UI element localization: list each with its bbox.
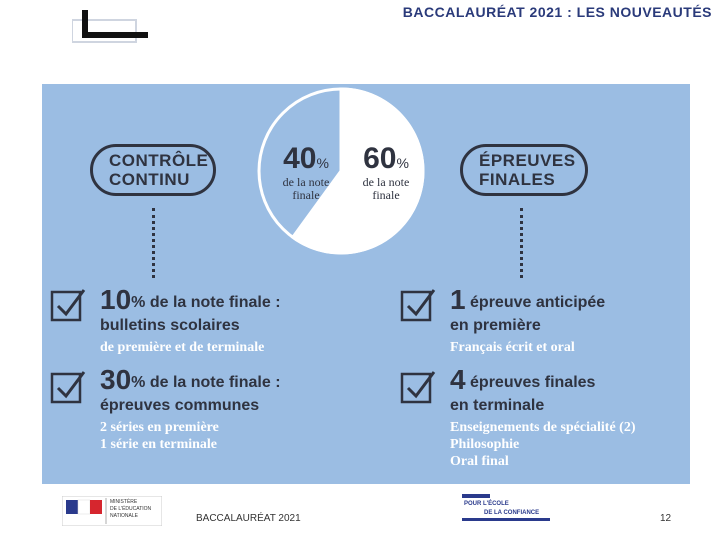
pie-left-desc1: de la note — [282, 175, 330, 189]
item-sub: 1 série en terminale — [100, 437, 218, 452]
left-pill-line1: CONTRÔLE — [109, 151, 209, 170]
item-bold: bulletins scolaires — [100, 317, 240, 334]
item-line1: épreuves finales — [470, 374, 596, 391]
item-sub: de première et de terminale — [100, 340, 265, 355]
item-line1: épreuve anticipée — [470, 294, 606, 311]
item-epreuve-anticipee: 1 épreuve anticipée en première Français… — [450, 284, 686, 356]
item-bold: en première — [450, 317, 541, 334]
item-bold: épreuves communes — [100, 397, 260, 414]
ecole-confiance-logo-icon — [462, 494, 550, 521]
item-unit: % — [131, 374, 146, 391]
pie-left-unit: % — [316, 155, 329, 171]
pie-right-value: 60 — [363, 142, 397, 175]
logo-mark-icon — [72, 10, 148, 43]
right-pill-line2: FINALES — [479, 170, 556, 189]
pie-slice-60 — [290, 87, 425, 255]
item-epreuves-communes: 30% de la note finale : épreuves commune… — [100, 364, 340, 453]
item-number: 10 — [100, 284, 132, 315]
pie-right-unit: % — [396, 155, 409, 171]
item-sub: Enseignements de spécialité (2) — [450, 420, 636, 435]
page-number: 12 — [660, 513, 672, 524]
page-title: BACCALAURÉAT 2021 : LES NOUVEAUTÉS — [402, 4, 712, 20]
pie-right-desc2: finale — [372, 188, 400, 202]
item-number: 4 — [450, 364, 466, 395]
item-unit: % — [131, 294, 146, 311]
pie-right-desc1: de la note — [362, 175, 410, 189]
checkbox-icon — [400, 371, 436, 404]
pie-chart-svg — [257, 87, 425, 255]
grade-split-pie: 40% de la note finale 60% de la note fin… — [256, 86, 426, 256]
ecole-line: DE LA CONFIANCE — [484, 510, 540, 516]
item-line1: de la note finale : — [149, 294, 281, 311]
pie-left-desc2: finale — [292, 188, 320, 202]
pie-right-label: 60% de la note finale — [348, 142, 424, 202]
item-sub: 2 séries en première — [100, 420, 219, 435]
item-epreuves-finales: 4 épreuves finales en terminale Enseigne… — [450, 364, 686, 470]
item-sub: Français écrit et oral — [450, 340, 575, 355]
pie-left-value: 40 — [283, 142, 317, 175]
left-pill-line2: CONTINU — [109, 170, 190, 189]
item-number: 1 — [450, 284, 466, 315]
item-bold: en terminale — [450, 397, 545, 414]
item-number: 30 — [100, 364, 132, 395]
ministry-line: NATIONALE — [110, 513, 138, 519]
ministry-line: DE L'ÉDUCATION — [110, 506, 152, 512]
infographic-panel: CONTRÔLE CONTINU ÉPREUVES FINALES 40% de… — [42, 84, 690, 484]
left-dotted-connector — [152, 208, 157, 278]
checkbox-icon — [50, 371, 86, 404]
epreuves-finales-pill: ÉPREUVES FINALES — [460, 144, 588, 196]
checkbox-icon — [400, 289, 436, 322]
footer-center-text: BACCALAURÉAT 2021 — [196, 513, 301, 524]
right-pill-line1: ÉPREUVES — [479, 151, 576, 170]
ministry-logo: MINISTÈRE DE L'ÉDUCATION NATIONALE — [61, 495, 163, 527]
item-sub: Oral final — [450, 454, 509, 469]
ministry-line: MINISTÈRE — [110, 499, 138, 505]
right-dotted-connector — [520, 208, 525, 278]
ecole-line: POUR L'ÉCOLE — [464, 501, 509, 507]
controle-continu-pill: CONTRÔLE CONTINU — [90, 144, 216, 196]
item-line1: de la note finale : — [149, 374, 281, 391]
checkbox-icon — [50, 289, 86, 322]
item-sub: Philosophie — [450, 437, 520, 452]
pie-left-label: 40% de la note finale — [268, 142, 344, 202]
republic-flag-icon — [61, 495, 163, 527]
item-bulletins: 10% de la note finale : bulletins scolai… — [100, 284, 340, 356]
ecole-confiance-logo: POUR L'ÉCOLE DE LA CONFIANCE — [462, 494, 554, 524]
